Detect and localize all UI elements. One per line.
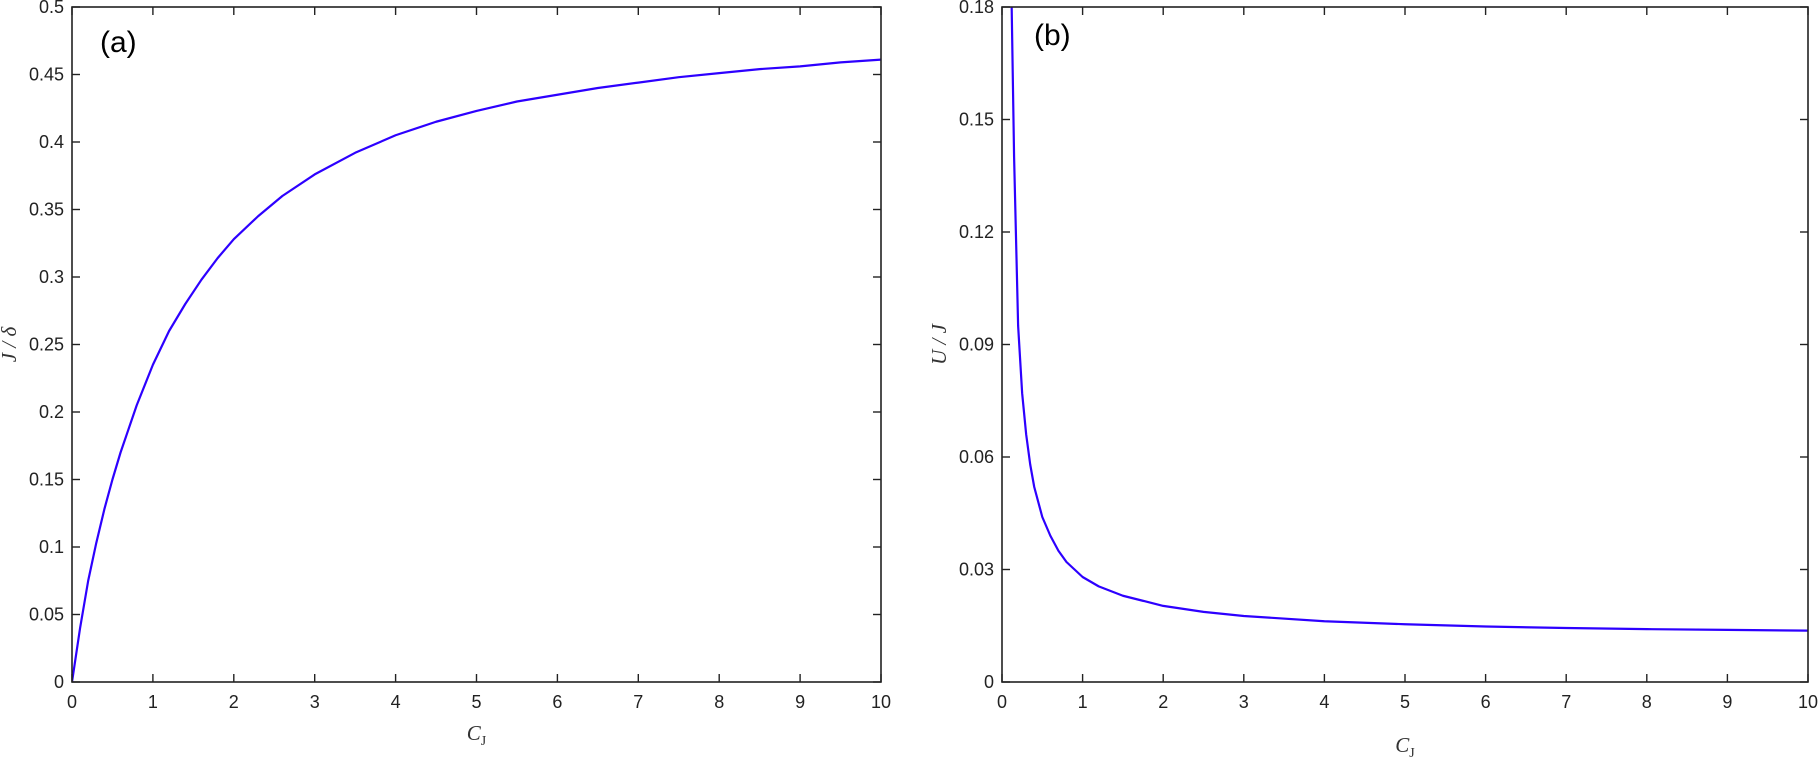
x-tick-label: 3 xyxy=(1239,692,1249,712)
x-axis-title: CJ xyxy=(1395,733,1415,758)
y-tick-label: 0.5 xyxy=(39,0,64,17)
y-tick-label: 0.3 xyxy=(39,267,64,287)
x-tick-label: 10 xyxy=(1798,692,1818,712)
x-tick-label: 4 xyxy=(391,692,401,712)
x-tick-label: 10 xyxy=(871,692,891,712)
x-tick-label: 8 xyxy=(1642,692,1652,712)
series-line xyxy=(1010,7,1808,632)
y-tick-label: 0.25 xyxy=(29,335,64,355)
y-axis-title: J / δ xyxy=(0,326,21,363)
plot-frame xyxy=(71,6,882,683)
x-tick-label: 0 xyxy=(997,692,1007,712)
x-tick-label: 8 xyxy=(714,692,724,712)
x-tick-label: 9 xyxy=(795,692,805,712)
y-tick-label: 0.06 xyxy=(959,447,994,467)
x-tick-label: 5 xyxy=(1400,692,1410,712)
y-tick-label: 0.2 xyxy=(39,402,64,422)
y-tick-label: 0.03 xyxy=(959,560,994,580)
panel-b: 0 1 2 3 4 5 6 7 8 9 10 0 0.03 0.06 0.09 0.12 0.15 0.18 (b)… xyxy=(927,0,1818,758)
panel-label: (b) xyxy=(1034,19,1071,52)
y-tick-label: 0.09 xyxy=(959,335,994,355)
y-tick-label: 0.15 xyxy=(959,110,994,130)
y-tick-label: 0.1 xyxy=(39,537,64,557)
y-tick-label: 0.12 xyxy=(959,222,994,242)
y-tick-label: 0.35 xyxy=(29,200,64,220)
x-tick-label: 2 xyxy=(229,692,239,712)
y-tick-label: 0.18 xyxy=(959,0,994,17)
y-tick-label: 0.45 xyxy=(29,65,64,85)
x-tick-label: 2 xyxy=(1158,692,1168,712)
panel-a: 0 1 2 3 4 5 6 7 8 9 10 0 0.05 0.1 0.15 0.2 0.25 0.3 0.35 0.… xyxy=(0,0,891,749)
x-axis-title: CJ xyxy=(467,721,487,749)
x-tick-label: 6 xyxy=(1481,692,1491,712)
x-tick-label: 7 xyxy=(1561,692,1571,712)
x-tick-label: 3 xyxy=(310,692,320,712)
y-tick-label: 0 xyxy=(54,672,64,692)
y-tick-label: 0.15 xyxy=(29,470,64,490)
x-tick-label: 9 xyxy=(1722,692,1732,712)
x-tick-label: 1 xyxy=(1078,692,1088,712)
x-tick-label: 7 xyxy=(633,692,643,712)
panel-label: (a) xyxy=(100,26,137,59)
x-tick-label: 6 xyxy=(552,692,562,712)
series-line xyxy=(72,58,881,682)
plot-frame xyxy=(1001,6,1809,683)
y-axis-title: U / J xyxy=(927,322,951,365)
y-tick-label: 0 xyxy=(984,672,994,692)
x-tick-label: 4 xyxy=(1319,692,1329,712)
x-tick-label: 1 xyxy=(148,692,158,712)
x-tick-label: 0 xyxy=(67,692,77,712)
x-tick-label: 5 xyxy=(471,692,481,712)
y-tick-label: 0.4 xyxy=(39,132,64,152)
y-tick-label: 0.05 xyxy=(29,605,64,625)
